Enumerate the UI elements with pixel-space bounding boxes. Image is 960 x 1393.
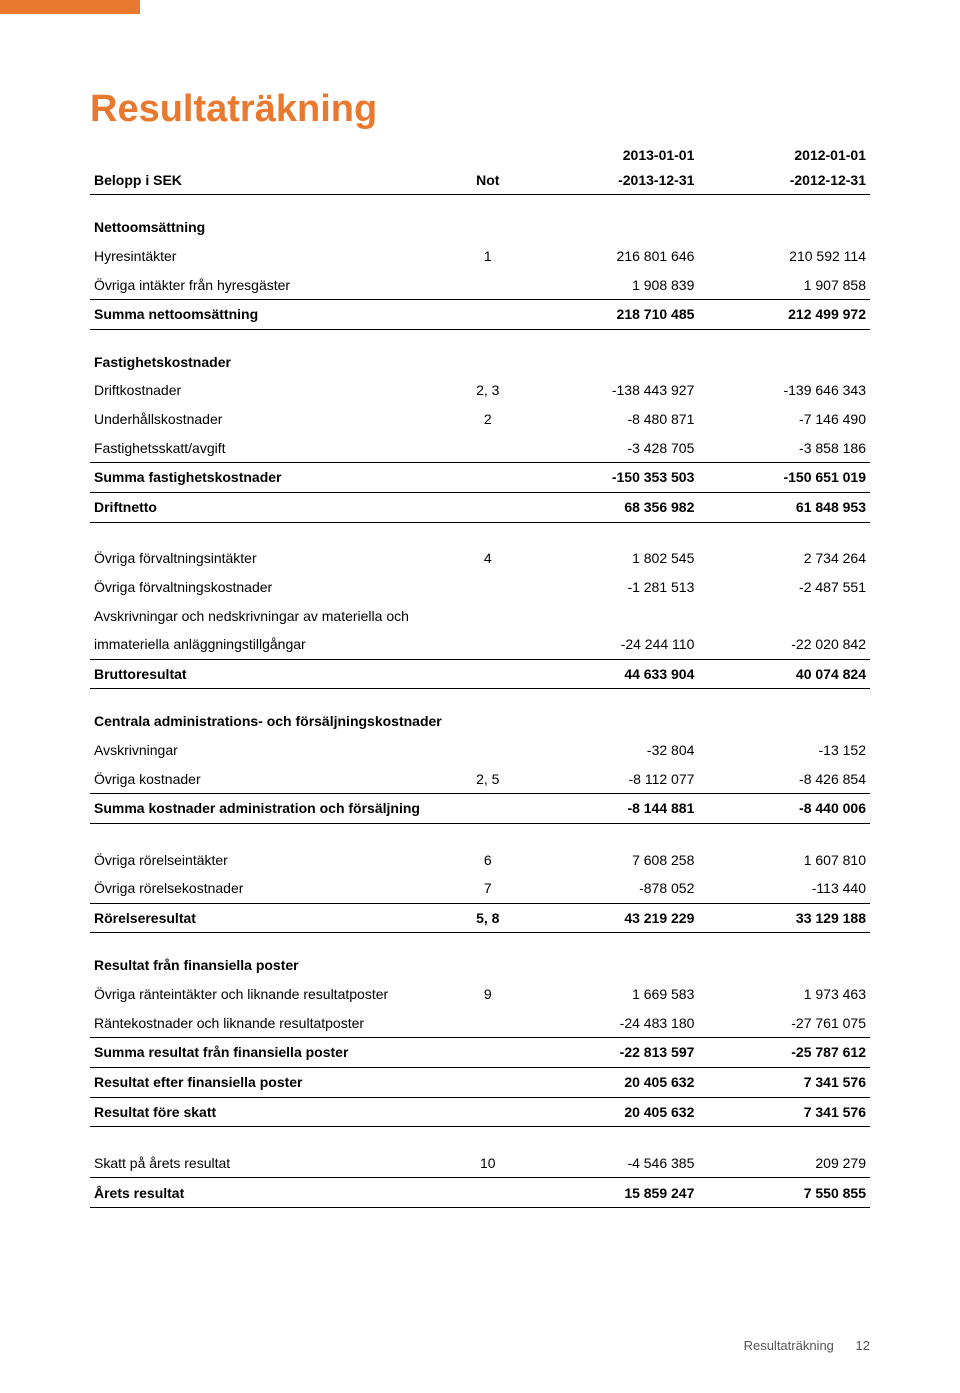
section-centrala: Centrala administrations- och försäljnin… — [90, 689, 527, 736]
driftnetto-row: Driftnetto68 356 98261 848 953 — [90, 492, 870, 522]
sum-row: Summa resultat från finansiella poster-2… — [90, 1038, 870, 1068]
page-title: Resultaträkning — [90, 88, 870, 131]
header-label: Belopp i SEK — [90, 165, 449, 194]
sum-row: Summa nettoomsättning218 710 485212 499 … — [90, 299, 870, 329]
section-nettoomsattning: Nettoomsättning — [90, 195, 449, 242]
table-row: Övriga ränteintäkter och liknande result… — [90, 980, 870, 1009]
page-content: Resultaträkning 2013-01-01 2012-01-01 Be… — [0, 14, 960, 1393]
table-row: Övriga rörelsekostnader7-878 052-113 440 — [90, 874, 870, 903]
table-row: Avskrivningar-32 804-13 152 — [90, 736, 870, 765]
section-finansiella: Resultat från finansiella poster — [90, 933, 449, 980]
col1-date-end: -2013-12-31 — [527, 165, 699, 194]
table-row: Räntekostnader och liknande resultatpost… — [90, 1009, 870, 1038]
col2-date-end: -2012-12-31 — [698, 165, 870, 194]
table-row: Övriga intäkter från hyresgäster1 908 83… — [90, 270, 870, 299]
col2-date-start: 2012-01-01 — [698, 141, 870, 165]
header-not: Not — [449, 165, 527, 194]
table-row: Övriga kostnader2, 5-8 112 077-8 426 854 — [90, 765, 870, 794]
page-footer: Resultaträkning 12 — [90, 1338, 870, 1353]
section-fastighetskostnader: Fastighetskostnader — [90, 329, 449, 376]
footer-label: Resultaträkning — [744, 1338, 834, 1353]
table-row: Underhållskostnader2-8 480 871-7 146 490 — [90, 405, 870, 434]
table-row: Avskrivningar och nedskrivningar av mate… — [90, 601, 870, 630]
arets-resultat-row: Årets resultat15 859 2477 550 855 — [90, 1178, 870, 1208]
table-row: immateriella anläggningstillgångar-24 24… — [90, 630, 870, 659]
table-row: Övriga förvaltningsintäkter41 802 5452 7… — [90, 544, 870, 573]
table-row: Driftkostnader2, 3-138 443 927-139 646 3… — [90, 376, 870, 405]
rorelseresultat-row: Rörelseresultat5, 843 219 22933 129 188 — [90, 903, 870, 933]
table-row: Övriga förvaltningskostnader-1 281 513-2… — [90, 573, 870, 602]
table-row: Övriga rörelseintäkter67 608 2581 607 81… — [90, 845, 870, 874]
footer-page-number: 12 — [856, 1338, 870, 1353]
table-row: Fastighetsskatt/avgift-3 428 705-3 858 1… — [90, 433, 870, 462]
accent-bar — [0, 0, 140, 14]
resultat-efter-row: Resultat efter finansiella poster20 405 … — [90, 1067, 870, 1097]
header-row: Belopp i SEK Not -2013-12-31 -2012-12-31 — [90, 165, 870, 194]
sum-row: Summa fastighetskostnader-150 353 503-15… — [90, 463, 870, 493]
resultat-fore-row: Resultat före skatt20 405 6327 341 576 — [90, 1097, 870, 1127]
table-row: Skatt på årets resultat10-4 546 385209 2… — [90, 1149, 870, 1178]
table-row: Hyresintäkter1216 801 646210 592 114 — [90, 242, 870, 271]
header-dates-row: 2013-01-01 2012-01-01 — [90, 141, 870, 165]
bruttoresultat-row: Bruttoresultat44 633 90440 074 824 — [90, 659, 870, 689]
col1-date-start: 2013-01-01 — [527, 141, 699, 165]
income-statement-table: 2013-01-01 2012-01-01 Belopp i SEK Not -… — [90, 141, 870, 1208]
sum-row: Summa kostnader administration och försä… — [90, 794, 870, 824]
